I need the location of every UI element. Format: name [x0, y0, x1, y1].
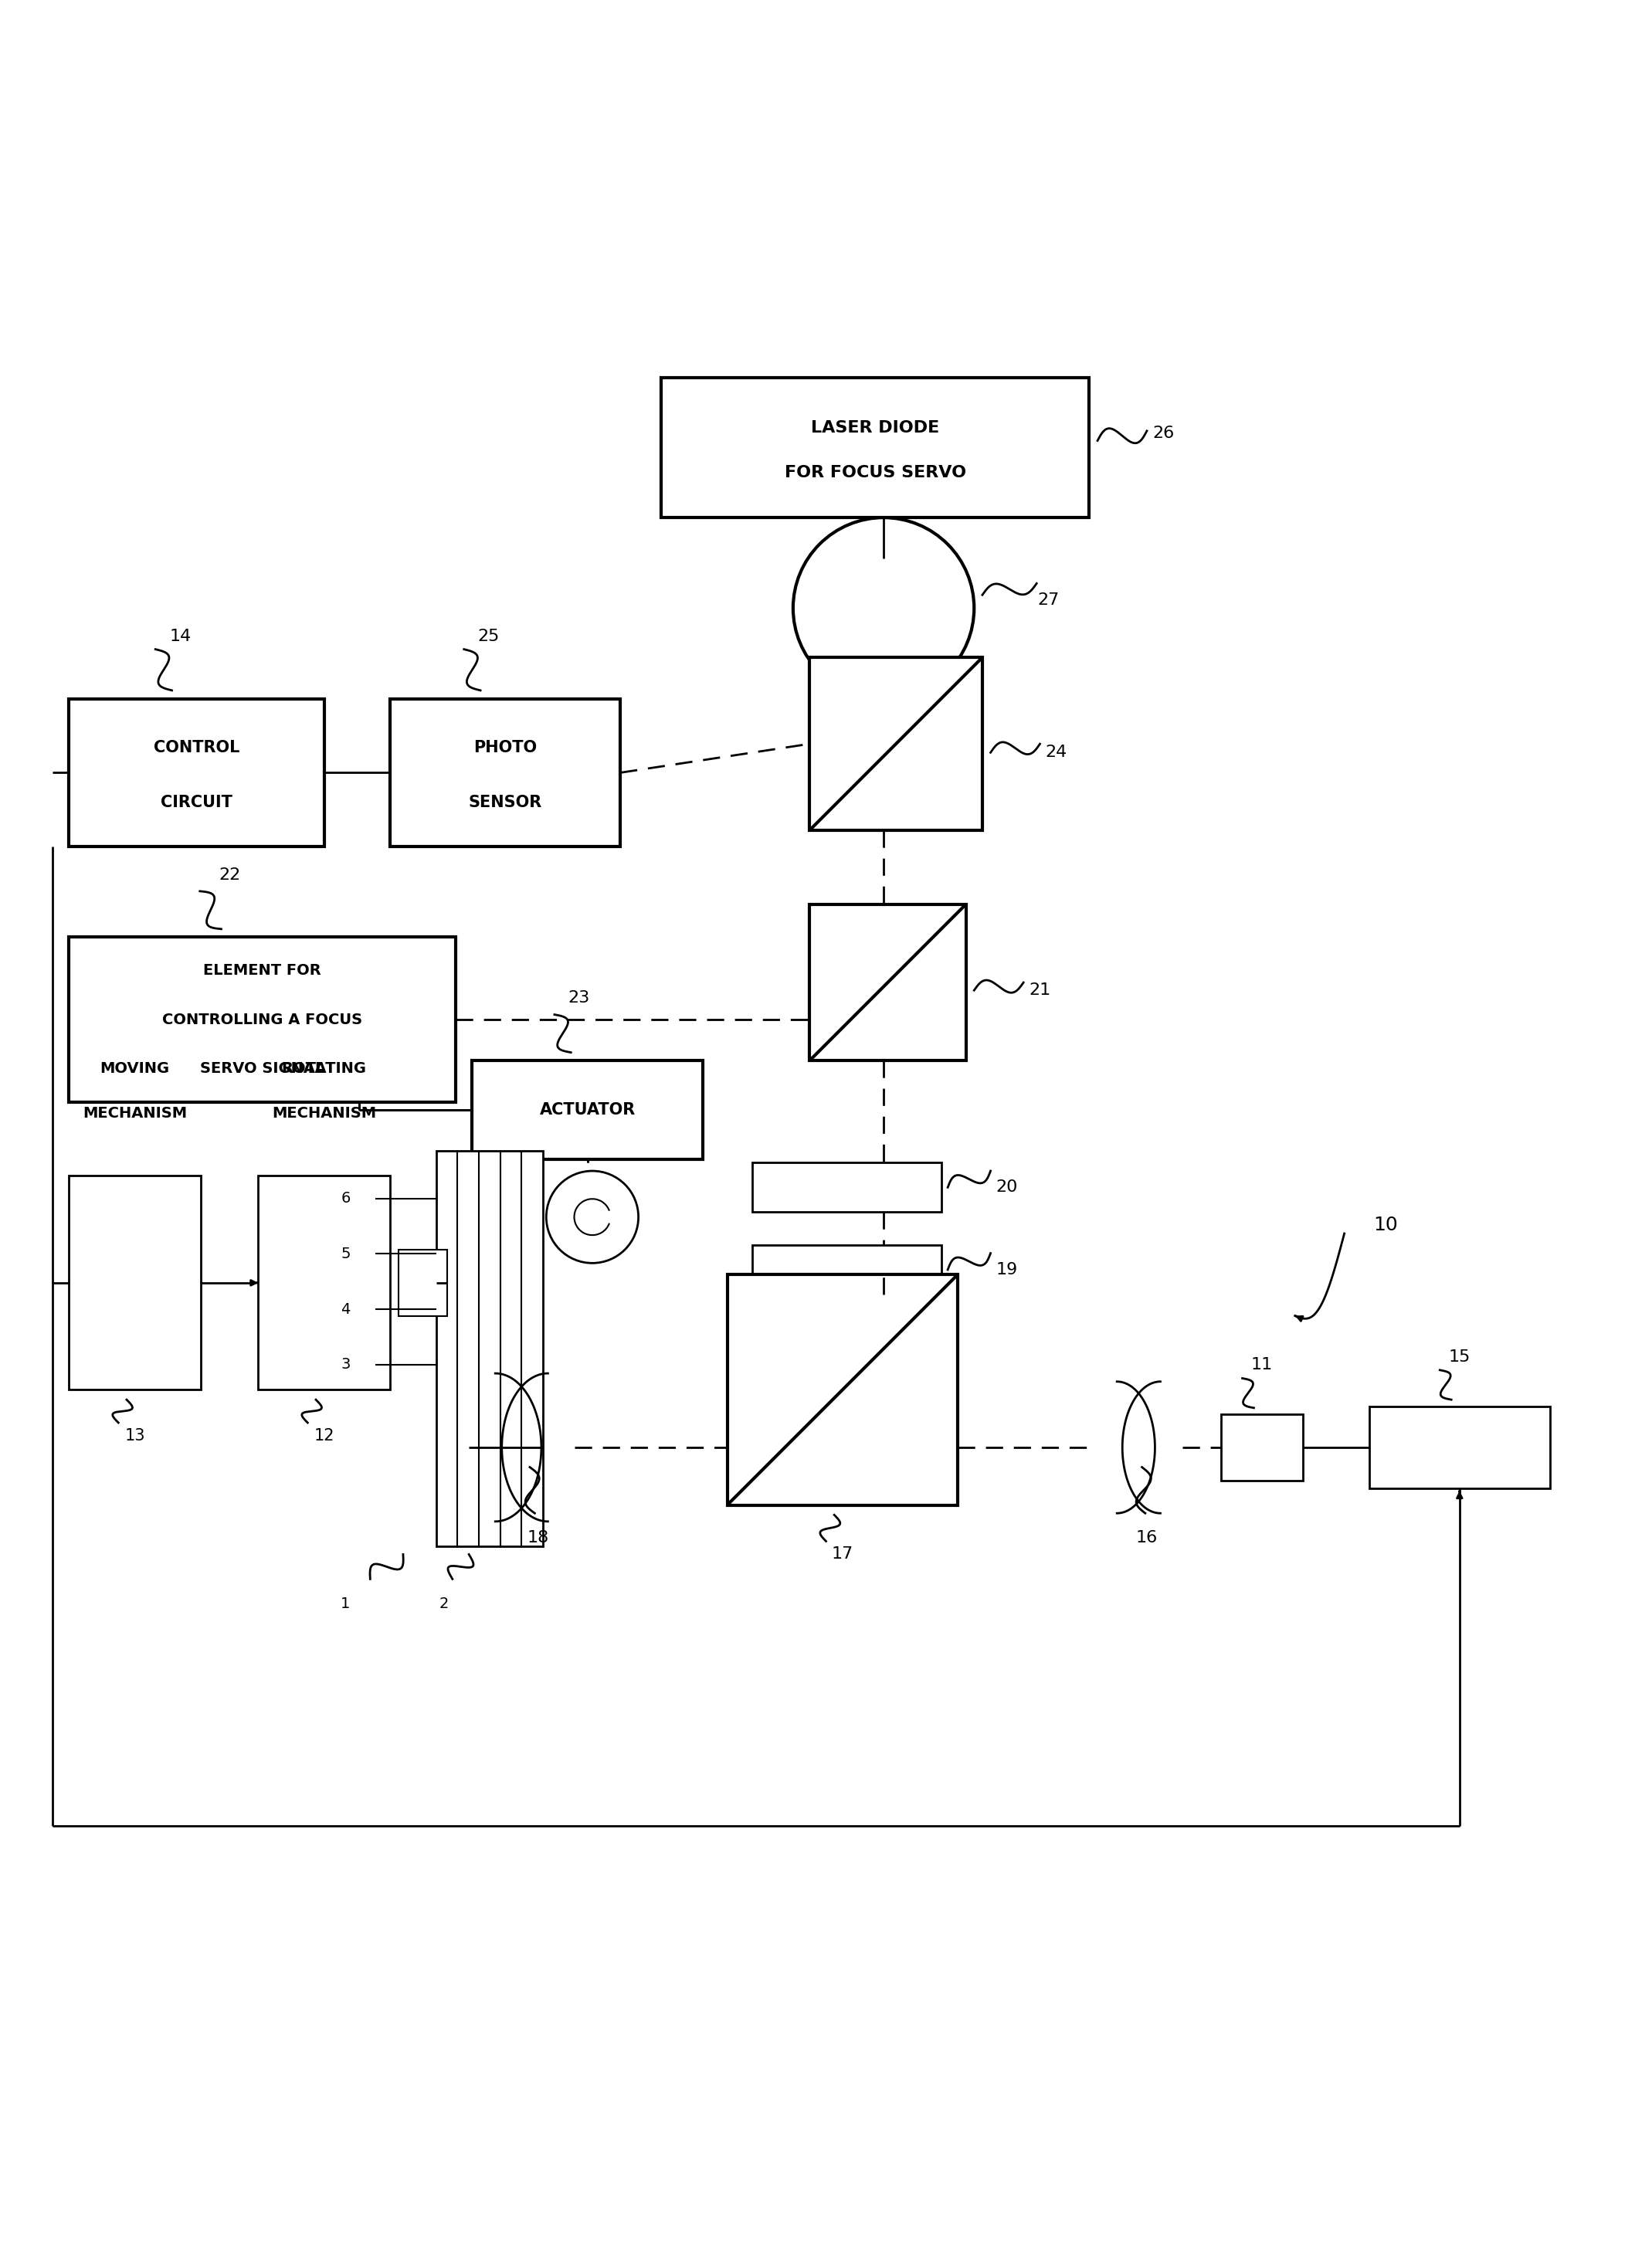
Bar	[727, 1275, 958, 1505]
Text: 24: 24	[1046, 746, 1067, 759]
Bar	[1370, 1406, 1550, 1489]
Text: 20: 20	[996, 1181, 1018, 1194]
Text: MOVING: MOVING	[101, 1061, 170, 1077]
Text: 2: 2	[439, 1597, 449, 1611]
Bar	[1221, 1415, 1303, 1480]
Text: 6: 6	[340, 1192, 350, 1205]
Bar	[752, 1163, 942, 1212]
Bar	[69, 937, 456, 1102]
Text: SERVO SIGNAL: SERVO SIGNAL	[200, 1061, 325, 1077]
Text: 12: 12	[314, 1428, 334, 1444]
Text: 5: 5	[340, 1246, 350, 1262]
Text: 22: 22	[218, 867, 241, 883]
Bar	[752, 1246, 942, 1295]
Circle shape	[547, 1172, 638, 1264]
Text: MECHANISM: MECHANISM	[273, 1106, 377, 1120]
Text: 21: 21	[1029, 982, 1051, 998]
Text: 18: 18	[527, 1530, 548, 1546]
Text: 27: 27	[1037, 593, 1059, 608]
Circle shape	[793, 518, 975, 698]
Text: CONTROLLING A FOCUS: CONTROLLING A FOCUS	[162, 1012, 362, 1027]
Bar	[390, 698, 620, 847]
Text: MECHANISM: MECHANISM	[83, 1106, 187, 1120]
Text: SENSOR: SENSOR	[468, 795, 542, 811]
Text: 15: 15	[1449, 1350, 1470, 1365]
Text: 17: 17	[831, 1546, 854, 1561]
Text: 1: 1	[340, 1597, 350, 1611]
Text: CONTROL: CONTROL	[154, 741, 240, 755]
Text: CIRCUIT: CIRCUIT	[160, 795, 233, 811]
Text: FOR FOCUS SERVO: FOR FOCUS SERVO	[785, 464, 966, 480]
Text: 25: 25	[477, 629, 499, 644]
Text: ROTATING: ROTATING	[281, 1061, 367, 1077]
Bar	[809, 658, 983, 831]
Text: PHOTO: PHOTO	[474, 741, 537, 755]
Text: 4: 4	[340, 1302, 350, 1316]
Text: ELEMENT FOR: ELEMENT FOR	[203, 962, 322, 978]
Text: 14: 14	[169, 629, 192, 644]
Bar	[661, 379, 1089, 518]
Text: 10: 10	[1373, 1217, 1398, 1235]
Bar	[69, 698, 324, 847]
Text: LASER DIODE: LASER DIODE	[811, 421, 940, 435]
Bar	[809, 903, 966, 1061]
Text: ACTUATOR: ACTUATOR	[540, 1102, 636, 1117]
Text: 26: 26	[1153, 426, 1175, 442]
Bar	[436, 1151, 544, 1546]
Bar	[258, 1176, 390, 1390]
Text: 3: 3	[340, 1356, 350, 1372]
Text: 19: 19	[996, 1262, 1018, 1277]
Text: 16: 16	[1137, 1530, 1158, 1546]
Bar	[398, 1250, 448, 1316]
Text: 23: 23	[568, 991, 590, 1005]
Bar	[69, 1176, 200, 1390]
Text: 11: 11	[1251, 1356, 1274, 1372]
Text: 13: 13	[124, 1428, 145, 1444]
Bar	[472, 1061, 702, 1160]
